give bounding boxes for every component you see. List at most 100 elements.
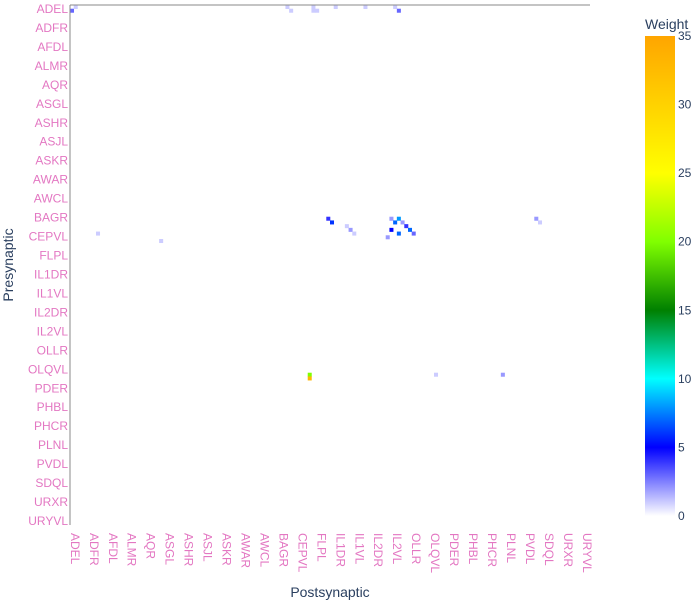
x-tick-label: URXR <box>561 533 575 567</box>
y-tick-label: PVDL <box>37 457 69 471</box>
x-tick-label: IL1DR <box>333 533 347 567</box>
x-tick-label: ADFR <box>87 533 101 566</box>
x-tick-label: PHCR <box>485 533 499 567</box>
y-tick-label: ALMR <box>35 59 69 73</box>
heatmap-cell <box>389 227 394 232</box>
heatmap-cell <box>352 231 357 236</box>
x-tick-label: PLNL <box>504 533 518 563</box>
heatmap-cell <box>315 8 320 13</box>
y-tick-label: ADEL <box>37 2 69 16</box>
colorbar-tick-label: 10 <box>678 372 692 386</box>
heatmap-cell <box>408 227 413 232</box>
y-tick-label: IL1DR <box>34 267 68 281</box>
x-tick-label: IL2DR <box>371 533 385 567</box>
heatmap-cell <box>500 372 505 377</box>
heatmap-cell <box>434 372 439 377</box>
heatmap-cells <box>70 5 543 381</box>
y-tick-label: OLLR <box>37 343 69 357</box>
heatmap-cell <box>311 8 316 13</box>
y-tick-label: FLPL <box>39 249 68 263</box>
y-tick-label: IL1VL <box>37 286 69 300</box>
heatmap-cell <box>289 8 294 13</box>
y-tick-label: CEPVL <box>29 230 69 244</box>
x-tick-label: PDER <box>447 533 461 567</box>
y-tick-label: PDER <box>35 381 69 395</box>
heatmap-cell <box>534 216 539 221</box>
x-tick-label: OLLR <box>409 533 423 565</box>
colorbar-tick-label: 0 <box>678 509 685 523</box>
x-tick-label: IL2VL <box>390 533 404 565</box>
colorbar-tick-label: 25 <box>678 166 692 180</box>
x-tick-label: URYVL <box>580 533 594 573</box>
x-tick-label: CEPVL <box>295 533 309 573</box>
x-tick-label: PVDL <box>523 533 537 565</box>
y-tick-label: ADFR <box>35 21 68 35</box>
heatmap-cell <box>348 227 353 232</box>
y-tick-label: IL2VL <box>37 324 69 338</box>
heatmap-cell <box>393 5 398 10</box>
heatmap-cell <box>307 376 312 381</box>
x-tick-label: AQR <box>144 533 158 559</box>
colorbar-tick-labels: 0 5 10 15 20 25 30 35 <box>678 29 692 523</box>
heatmap-cell <box>385 235 390 240</box>
y-tick-label: PLNL <box>38 438 68 452</box>
y-tick-label: PHCR <box>34 419 68 433</box>
x-tick-label: ADEL <box>68 533 82 565</box>
x-tick-label: ALMR <box>125 533 139 567</box>
y-tick-label: AQR <box>42 78 68 92</box>
heatmap-cell <box>344 224 349 229</box>
x-tick-label: AWAR <box>238 533 252 568</box>
heatmap-cell <box>396 216 401 221</box>
heatmap-cell <box>538 220 543 225</box>
y-tick-labels: ADEL ADFR AFDL ALMR AQR ASGL ASHR ASJL ASKR AWAR A… <box>28 2 68 528</box>
y-tick-label: URYVL <box>28 514 68 528</box>
y-tick-label: AFDL <box>37 40 68 54</box>
heatmap-cell <box>363 5 368 10</box>
y-tick-label: ASHR <box>35 116 69 130</box>
x-tick-label: SDQL <box>542 533 556 566</box>
y-tick-label: ASJL <box>39 135 68 149</box>
x-tick-label: AFDL <box>106 533 120 564</box>
heatmap-cell <box>70 8 75 13</box>
y-tick-label: URXR <box>34 495 68 509</box>
colorbar-tick-label: 20 <box>678 235 692 249</box>
x-tick-label: IL1VL <box>352 533 366 565</box>
x-tick-label: ASJL <box>201 533 215 562</box>
x-tick-label: BAGR <box>276 533 290 567</box>
x-tick-label: ASHR <box>182 533 196 567</box>
x-tick-label: FLPL <box>314 533 328 562</box>
heatmap-cell <box>159 239 164 244</box>
y-axis-title: Presynaptic <box>0 228 16 301</box>
x-tick-label: PHBL <box>466 533 480 565</box>
heatmap-cell <box>393 220 398 225</box>
heatmap-cell <box>411 231 416 236</box>
x-tick-label: ASKR <box>220 533 234 566</box>
heatmap-cell <box>396 231 401 236</box>
y-tick-label: AWAR <box>33 173 68 187</box>
heatmap-cell <box>400 220 405 225</box>
y-tick-label: ASGL <box>36 97 68 111</box>
colorbar-tick-label: 5 <box>678 440 685 454</box>
heatmap-cell <box>307 372 312 377</box>
y-tick-label: BAGR <box>34 211 68 225</box>
heatmap-cell <box>389 216 394 221</box>
y-tick-label: ASKR <box>35 154 68 168</box>
colorbar-tick-label: 30 <box>678 98 692 112</box>
x-tick-label: AWCL <box>257 533 271 568</box>
heatmap-cell <box>330 220 335 225</box>
heatmap-cell <box>96 231 101 236</box>
x-tick-label: OLQVL <box>428 533 442 573</box>
colorbar-tick-label: 35 <box>678 29 692 43</box>
colorbar <box>645 36 675 516</box>
heatmap-cell <box>396 8 401 13</box>
x-tick-label: ASGL <box>163 533 177 565</box>
heatmap-cell <box>326 216 331 221</box>
y-tick-label: PHBL <box>37 400 69 414</box>
y-tick-label: IL2DR <box>34 305 68 319</box>
colorbar-title: Weight <box>645 16 688 32</box>
colorbar-tick-label: 15 <box>678 303 692 317</box>
x-axis-title: Postsynaptic <box>290 584 369 600</box>
heatmap-cell <box>285 5 290 10</box>
y-tick-label: OLQVL <box>28 362 68 376</box>
y-tick-label: AWCL <box>34 192 69 206</box>
